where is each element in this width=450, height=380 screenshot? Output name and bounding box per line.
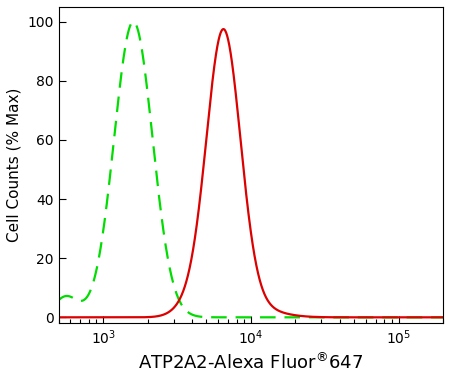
X-axis label: ATP2A2-Alexa Fluor$^{\mathregular{\circledR}}$647: ATP2A2-Alexa Fluor$^{\mathregular{\circl… bbox=[139, 352, 364, 373]
Y-axis label: Cell Counts (% Max): Cell Counts (% Max) bbox=[7, 88, 22, 242]
